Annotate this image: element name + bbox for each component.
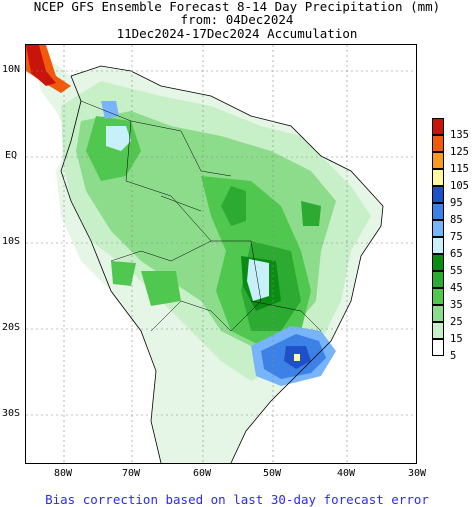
lon-label-60w: 60W	[192, 468, 212, 479]
legend-swatch	[432, 339, 444, 356]
legend-item: 15	[432, 322, 474, 345]
legend-item: 65	[432, 237, 474, 260]
lon-label-30w: 30W	[407, 468, 427, 479]
legend-swatch	[432, 203, 444, 220]
legend-swatch	[432, 254, 444, 271]
legend-item: 45	[432, 271, 474, 294]
lat-label-10s: 10S	[2, 236, 21, 247]
coastline-west	[60, 75, 162, 463]
rain-105mm-area	[294, 354, 300, 361]
legend-swatch	[432, 152, 444, 169]
lat-label-20s: 20S	[2, 322, 21, 333]
legend-swatch	[432, 186, 444, 203]
legend-swatch	[432, 118, 444, 135]
legend-swatch	[432, 271, 444, 288]
rain-45mm-area	[221, 186, 321, 331]
lon-label-50w: 50W	[262, 468, 282, 479]
legend-item: 5	[432, 339, 474, 362]
legend-swatch	[432, 237, 444, 254]
lon-label-80w: 80W	[53, 468, 73, 479]
legend-label: 75	[450, 231, 463, 243]
legend-label: 115	[450, 163, 469, 175]
legend-label: 25	[450, 316, 463, 328]
legend-label: 65	[450, 248, 463, 260]
legend-item: 135	[432, 118, 474, 141]
legend-label: 105	[450, 180, 469, 192]
lat-label-eq: EQ	[5, 150, 18, 161]
legend-item: 25	[432, 305, 474, 328]
legend-item: 35	[432, 288, 474, 311]
lat-lon-grid	[26, 45, 416, 463]
rain-65mm-area	[106, 126, 269, 301]
legend-label: 135	[450, 129, 469, 141]
lon-label-40w: 40W	[336, 468, 356, 479]
lat-label-30s: 30S	[2, 408, 21, 419]
country-borders	[80, 100, 322, 332]
lat-label-10n: 10N	[2, 64, 21, 75]
legend-item: 75	[432, 220, 474, 243]
legend-label: 15	[450, 333, 463, 345]
legend-item: 95	[432, 186, 474, 209]
legend-item: 55	[432, 254, 474, 277]
legend-label: 85	[450, 214, 463, 226]
legend-label: 55	[450, 265, 463, 277]
legend-label: 5	[450, 350, 457, 362]
lon-label-70w: 70W	[121, 468, 141, 479]
legend-swatch	[432, 169, 444, 186]
rain-135mm-area	[26, 45, 56, 86]
legend-swatch	[432, 305, 444, 322]
title-line-2: from: 04Dec2024	[180, 12, 294, 27]
precipitation-legend: 135 125 115 105 95 85 75 65 55 45 35 25 15 5	[432, 118, 474, 362]
legend-label: 95	[450, 197, 463, 209]
legend-swatch	[432, 288, 444, 305]
title-line-1: NCEP GFS Ensemble Forecast 8-14 Day Prec…	[33, 0, 441, 14]
legend-label: 45	[450, 282, 463, 294]
legend-item: 115	[432, 152, 474, 175]
legend-item: 125	[432, 135, 474, 158]
bias-correction-note: Bias correction based on last 30-day for…	[45, 492, 429, 507]
precipitation-map	[25, 44, 417, 464]
legend-label: 125	[450, 146, 469, 158]
legend-swatch	[432, 135, 444, 152]
legend-item: 105	[432, 169, 474, 192]
legend-swatch	[432, 322, 444, 339]
title-line-3: 11Dec2024-17Dec2024 Accumulation	[116, 26, 358, 41]
legend-swatch	[432, 220, 444, 237]
coastline	[70, 65, 384, 463]
legend-label: 35	[450, 299, 463, 311]
legend-item: 85	[432, 203, 474, 226]
